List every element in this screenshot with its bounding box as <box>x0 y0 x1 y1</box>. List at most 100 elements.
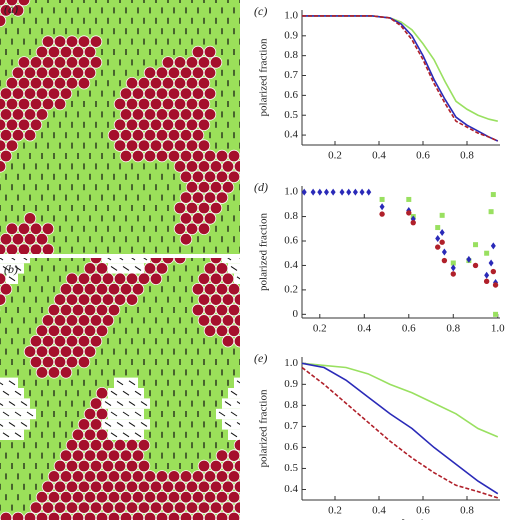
mutant-cell <box>41 335 55 348</box>
mutant-cell <box>143 262 157 275</box>
mutant-cell <box>131 283 145 296</box>
slant-dash <box>131 258 136 261</box>
empty-cell <box>0 419 6 430</box>
point <box>473 242 479 248</box>
point <box>472 262 479 269</box>
mutant-cell <box>143 128 157 142</box>
mutant-cell <box>59 45 73 59</box>
panel-label: (e) <box>254 351 267 365</box>
mutant-cell <box>125 480 139 494</box>
mutant-cell <box>137 501 151 514</box>
slant-dash <box>134 432 142 438</box>
mutant-cell <box>35 232 49 246</box>
mutant-cell <box>29 501 43 514</box>
mutant-cell <box>59 87 73 100</box>
mutant-cell <box>65 56 79 69</box>
mutant-cell <box>179 87 193 100</box>
mutant-cell <box>191 491 205 504</box>
mutant-cell <box>113 480 127 494</box>
y-axis-label: polarized fraction <box>258 213 270 291</box>
x-tick-label: 0.4 <box>372 505 386 517</box>
y-axis-label: polarized fraction <box>258 38 270 116</box>
slant-dash <box>236 421 240 426</box>
mutant-cell <box>47 324 61 338</box>
mutant-cell <box>215 262 229 275</box>
slant-dash <box>8 401 16 407</box>
mutant-cell <box>29 56 43 69</box>
x-tick-label: 1.0 <box>491 323 505 335</box>
mutant-cell <box>137 480 151 494</box>
slant-dash <box>227 258 232 261</box>
mutant-cell <box>221 335 235 348</box>
mutant-cell <box>125 501 139 514</box>
mutant-cell <box>71 511 85 520</box>
x-tick-label: 0.2 <box>313 323 327 335</box>
mutant-cell <box>107 449 121 462</box>
point <box>406 210 412 216</box>
mutant-cell <box>101 480 115 494</box>
mutant-cell <box>221 459 235 473</box>
mutant-cell <box>215 283 229 296</box>
mutant-cell <box>65 293 79 306</box>
mutant-cell <box>53 56 67 69</box>
mutant-cell <box>197 293 211 306</box>
mutant-cell <box>227 283 240 296</box>
mutant-cell <box>47 66 61 80</box>
slant-dash <box>116 401 124 407</box>
point <box>379 211 385 217</box>
mutant-cell <box>11 108 25 121</box>
mutant-cell <box>209 459 223 473</box>
mutant-cell <box>155 262 169 275</box>
empty-cell <box>234 419 240 430</box>
slant-dash <box>116 380 124 386</box>
mutant-cell <box>119 511 133 520</box>
mutant-cell <box>95 511 109 520</box>
mutant-cell <box>215 491 229 504</box>
slant-dash <box>230 390 238 396</box>
mutant-cell <box>203 324 217 338</box>
mutant-cell <box>83 470 97 483</box>
slant-dash <box>0 423 4 427</box>
x-tick-label: 0.2 <box>328 150 342 162</box>
y-tick-label: 0.8 <box>284 210 298 222</box>
mutant-cell <box>23 511 37 520</box>
mutant-cell <box>83 491 97 504</box>
mutant-cell <box>71 470 85 483</box>
slant-dash <box>218 411 226 417</box>
mutant-cell <box>17 222 31 236</box>
mutant-cell <box>29 76 43 90</box>
mutant-cell <box>35 511 49 520</box>
mutant-cell <box>89 418 103 431</box>
y-tick-label: 0 <box>293 308 299 320</box>
mutant-cell <box>35 345 49 358</box>
x-axis-label: mutant fraction <box>367 518 435 520</box>
slant-dash <box>14 390 22 396</box>
mutant-cell <box>77 459 91 473</box>
slant-dash <box>2 390 10 396</box>
slant-dash <box>122 265 130 271</box>
mutant-cell <box>203 262 217 275</box>
mutant-cell <box>215 149 229 163</box>
mutant-cell <box>77 501 91 514</box>
empty-cell <box>240 430 252 440</box>
mutant-cell <box>203 66 217 80</box>
mutant-cell <box>131 511 145 520</box>
slant-dash <box>11 258 16 261</box>
slant-dash <box>143 258 148 261</box>
mutant-cell <box>179 108 193 121</box>
mutant-cell <box>227 511 240 520</box>
point <box>439 212 445 218</box>
mutant-cell <box>47 470 61 483</box>
y-tick-label: 0.5 <box>284 109 298 121</box>
series-line <box>302 15 499 142</box>
mutant-cell <box>185 160 199 173</box>
mutant-cell <box>149 258 163 265</box>
mutant-cell <box>209 180 223 194</box>
mutant-cell <box>53 314 67 327</box>
mutant-cell <box>203 470 217 483</box>
mutant-cell <box>0 87 13 100</box>
mutant-cell <box>197 501 211 514</box>
mutant-cell <box>119 470 133 483</box>
mutant-cell <box>191 191 205 204</box>
mutant-cell <box>215 449 229 462</box>
